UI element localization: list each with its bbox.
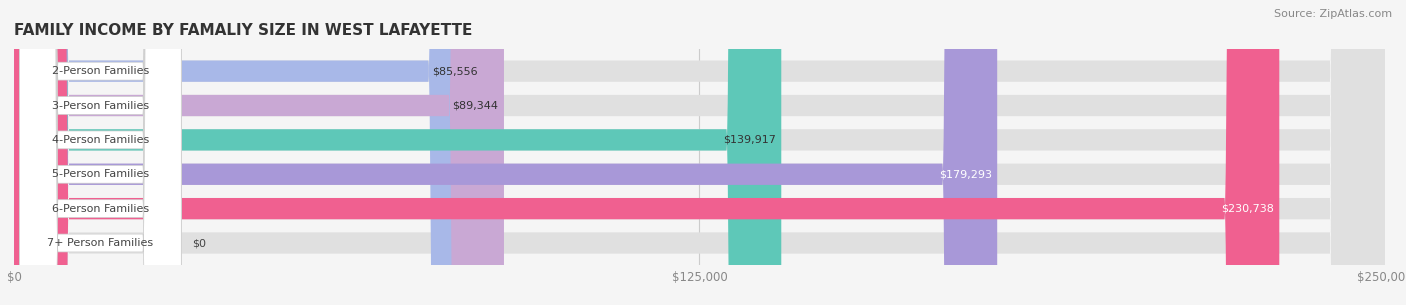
FancyBboxPatch shape (20, 0, 181, 305)
FancyBboxPatch shape (14, 0, 997, 305)
Text: 2-Person Families: 2-Person Families (52, 66, 149, 76)
FancyBboxPatch shape (14, 0, 1279, 305)
FancyBboxPatch shape (14, 0, 1385, 305)
FancyBboxPatch shape (20, 0, 181, 305)
Text: 6-Person Families: 6-Person Families (52, 204, 149, 213)
Text: $85,556: $85,556 (432, 66, 478, 76)
Text: FAMILY INCOME BY FAMALIY SIZE IN WEST LAFAYETTE: FAMILY INCOME BY FAMALIY SIZE IN WEST LA… (14, 23, 472, 38)
Text: 4-Person Families: 4-Person Families (52, 135, 149, 145)
FancyBboxPatch shape (14, 0, 1385, 305)
Text: $0: $0 (193, 238, 207, 248)
FancyBboxPatch shape (20, 0, 181, 305)
Text: 7+ Person Families: 7+ Person Families (48, 238, 153, 248)
FancyBboxPatch shape (14, 0, 1385, 305)
Text: 5-Person Families: 5-Person Families (52, 169, 149, 179)
FancyBboxPatch shape (14, 0, 484, 305)
Text: $139,917: $139,917 (723, 135, 776, 145)
Text: 3-Person Families: 3-Person Families (52, 101, 149, 110)
FancyBboxPatch shape (14, 0, 782, 305)
FancyBboxPatch shape (20, 0, 181, 305)
FancyBboxPatch shape (14, 0, 1385, 305)
Text: $230,738: $230,738 (1220, 204, 1274, 213)
FancyBboxPatch shape (20, 0, 181, 305)
Text: $89,344: $89,344 (453, 101, 499, 110)
FancyBboxPatch shape (14, 0, 503, 305)
Text: Source: ZipAtlas.com: Source: ZipAtlas.com (1274, 9, 1392, 19)
FancyBboxPatch shape (14, 0, 1385, 305)
FancyBboxPatch shape (20, 0, 181, 305)
Text: $179,293: $179,293 (939, 169, 991, 179)
FancyBboxPatch shape (14, 0, 1385, 305)
